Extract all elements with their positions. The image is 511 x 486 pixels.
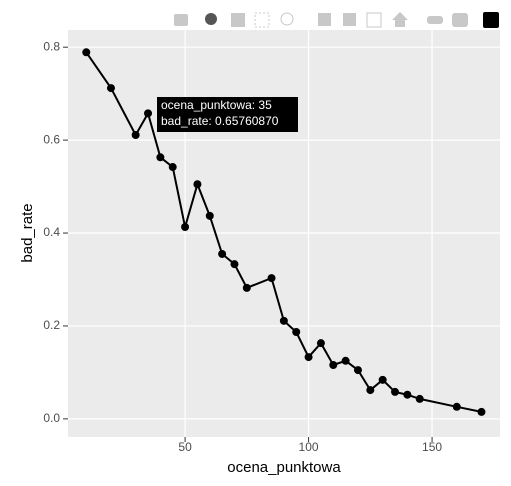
y-tick-label: 0.6 [43, 132, 60, 146]
marks [82, 48, 486, 416]
box-select-icon[interactable] [254, 12, 270, 28]
point [304, 353, 313, 362]
point [378, 375, 387, 384]
lasso-icon[interactable] [280, 12, 294, 26]
point [205, 211, 214, 220]
tooltip-text: ocena_punktowa: 35 [161, 98, 272, 112]
point [267, 274, 276, 283]
x-axis-title: ocena_punktowa [227, 459, 341, 476]
zoom-in-icon[interactable] [318, 13, 331, 26]
point [218, 249, 227, 258]
point [292, 327, 301, 336]
tooltip-text: bad_rate: 0.65760870 [161, 114, 279, 128]
point [82, 48, 91, 57]
point [242, 283, 251, 292]
compare-icon[interactable] [452, 13, 468, 27]
point [168, 163, 177, 172]
point [452, 402, 461, 411]
point [415, 394, 424, 403]
reset-icon[interactable] [392, 12, 408, 27]
pan-icon[interactable] [231, 13, 245, 27]
point [391, 387, 400, 396]
zoom-out-icon[interactable] [343, 13, 356, 26]
point [279, 316, 288, 325]
point [329, 360, 338, 369]
point [181, 222, 190, 231]
point [230, 260, 239, 269]
plotly-logo[interactable] [483, 12, 499, 28]
y-tick-label: 0.4 [43, 225, 60, 239]
point [403, 390, 412, 399]
x-tick-label: 50 [178, 440, 192, 454]
camera-icon[interactable] [174, 14, 188, 26]
point [366, 386, 375, 395]
point [131, 131, 140, 140]
point [193, 180, 202, 189]
zoom-icon[interactable] [205, 13, 217, 25]
x-tick-label: 150 [422, 440, 442, 454]
y-axis-title: bad_rate [19, 203, 36, 262]
autoscale-icon[interactable] [366, 12, 382, 28]
point [106, 84, 115, 93]
point [144, 109, 153, 118]
point [316, 339, 325, 348]
tooltip-box [157, 97, 298, 132]
y-tick-label: 0.8 [43, 39, 60, 53]
spike-icon[interactable] [427, 16, 443, 24]
tooltip: ocena_punktowa: 35 bad_rate: 0.65760870 [157, 97, 298, 132]
point [156, 153, 165, 162]
x-tick-label: 100 [299, 440, 319, 454]
y-tick-label: 0.2 [43, 318, 60, 332]
grid [68, 30, 500, 437]
point [477, 407, 486, 416]
y-tick-label: 0.0 [43, 411, 60, 425]
modebar[interactable] [174, 12, 499, 28]
point [353, 366, 362, 375]
point [341, 356, 350, 365]
